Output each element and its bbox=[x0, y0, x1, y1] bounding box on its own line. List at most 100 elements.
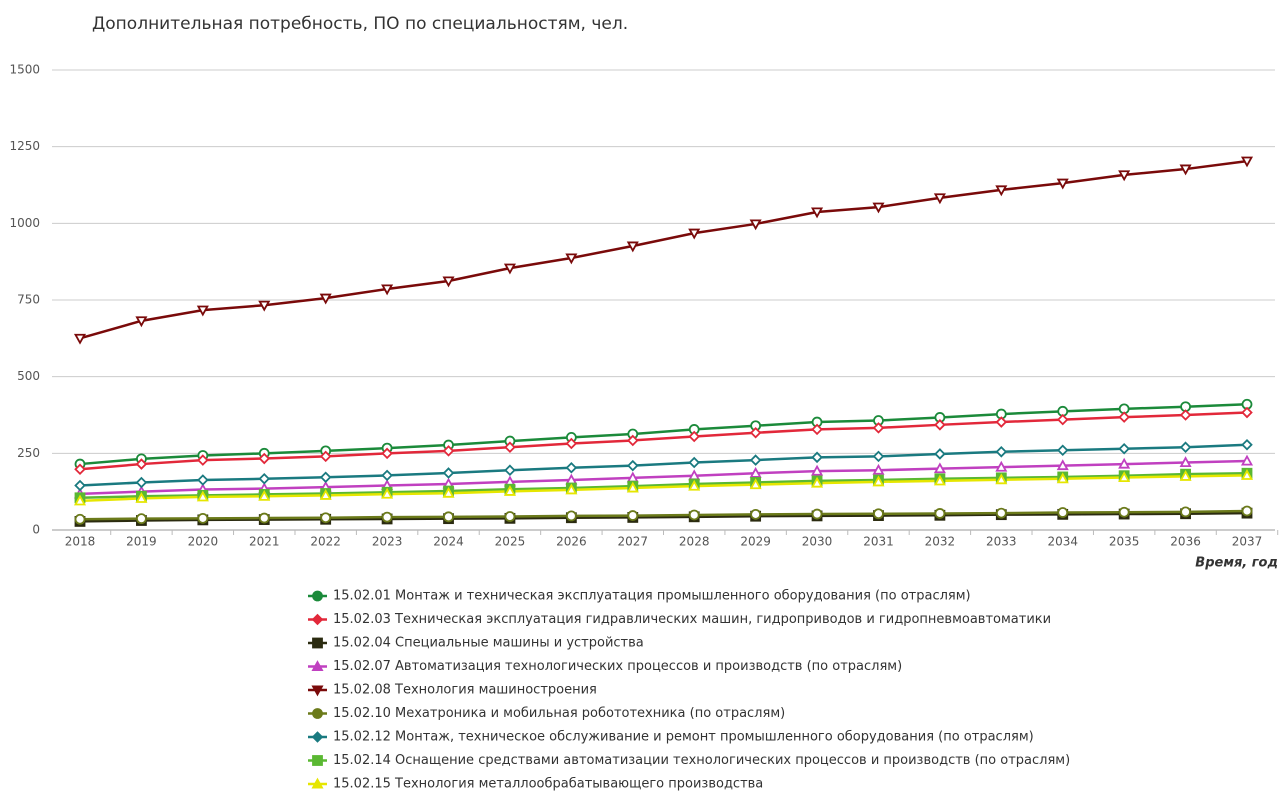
data-point bbox=[381, 511, 393, 523]
legend-marker bbox=[311, 660, 324, 671]
x-tick-label: 2032 bbox=[925, 535, 956, 549]
data-point bbox=[1179, 469, 1192, 481]
data-point bbox=[811, 423, 823, 436]
x-tick-label: 2023 bbox=[372, 535, 403, 549]
chart-title: Дополнительная потребность, ПО по специа… bbox=[92, 14, 628, 34]
data-point bbox=[1240, 454, 1254, 466]
data-point bbox=[750, 508, 762, 520]
data-point bbox=[196, 305, 209, 317]
data-point bbox=[1056, 178, 1069, 190]
data-point bbox=[1179, 441, 1192, 453]
data-point bbox=[995, 416, 1008, 428]
data-point bbox=[749, 219, 762, 231]
data-point bbox=[688, 469, 701, 481]
legend-label: 15.02.14 Оснащение средствами автоматиза… bbox=[333, 753, 1070, 768]
data-point bbox=[995, 473, 1008, 485]
data-point bbox=[135, 476, 148, 489]
x-tick-label: 2018 bbox=[65, 535, 96, 549]
data-point bbox=[1118, 471, 1131, 483]
data-point bbox=[934, 419, 946, 431]
data-point bbox=[319, 471, 332, 484]
series-line bbox=[79, 474, 1248, 503]
data-point bbox=[135, 316, 148, 328]
data-point bbox=[73, 494, 87, 506]
x-tick-label: 2033 bbox=[986, 535, 1017, 549]
legend-marker bbox=[311, 777, 324, 789]
data-point bbox=[135, 492, 148, 503]
series-line bbox=[79, 459, 1248, 496]
data-point bbox=[319, 450, 332, 463]
data-point bbox=[504, 464, 516, 476]
data-point bbox=[811, 451, 823, 464]
legend-label: 15.02.07 Автоматизация технологических п… bbox=[333, 659, 902, 674]
x-tick-label: 2034 bbox=[1047, 535, 1078, 549]
data-point bbox=[627, 434, 639, 447]
data-point bbox=[934, 508, 946, 519]
data-point bbox=[565, 437, 578, 450]
data-point bbox=[258, 512, 270, 524]
data-point bbox=[1118, 170, 1131, 182]
x-tick-label: 2024 bbox=[433, 535, 464, 549]
data-point bbox=[995, 460, 1008, 472]
data-point bbox=[1056, 472, 1069, 484]
data-point bbox=[565, 473, 578, 485]
legend-marker bbox=[311, 613, 324, 626]
legend-marker bbox=[311, 731, 324, 743]
data-point bbox=[995, 446, 1008, 458]
x-tick-label: 2035 bbox=[1109, 535, 1140, 549]
data-point bbox=[197, 474, 209, 486]
data-point bbox=[565, 461, 578, 474]
data-point bbox=[197, 512, 209, 524]
legend-label: 15.02.01 Монтаж и техническая эксплуатац… bbox=[333, 589, 971, 604]
x-tick-label: 2021 bbox=[249, 535, 280, 549]
data-point bbox=[74, 479, 86, 492]
series-line bbox=[79, 509, 1248, 521]
data-point bbox=[811, 464, 824, 476]
data-point bbox=[1241, 438, 1253, 451]
data-point bbox=[381, 284, 394, 296]
y-tick-label: 250 bbox=[17, 446, 40, 460]
legend-label: 15.02.12 Монтаж, техническое обслуживани… bbox=[333, 730, 1034, 745]
data-point bbox=[504, 441, 516, 453]
x-tick-label: 2030 bbox=[802, 535, 833, 549]
series-line bbox=[79, 411, 1248, 471]
data-point bbox=[1180, 506, 1191, 518]
data-point bbox=[443, 511, 454, 523]
data-point bbox=[873, 508, 884, 520]
data-point bbox=[319, 488, 332, 500]
data-point bbox=[1240, 156, 1254, 168]
data-point bbox=[749, 454, 762, 466]
data-point bbox=[503, 485, 516, 496]
legend-marker bbox=[312, 755, 323, 766]
data-point bbox=[688, 430, 700, 443]
data-point bbox=[749, 466, 762, 478]
x-tick-label: 2027 bbox=[618, 535, 649, 549]
legend-marker bbox=[312, 637, 323, 649]
x-tick-label: 2022 bbox=[310, 535, 341, 549]
y-tick-label: 1500 bbox=[9, 63, 40, 77]
data-point bbox=[73, 333, 87, 345]
data-point bbox=[811, 476, 824, 488]
data-point bbox=[1240, 469, 1254, 480]
legend-label: 15.02.08 Технология машиностроения bbox=[333, 683, 597, 698]
legend-marker bbox=[311, 685, 324, 697]
y-tick-label: 1250 bbox=[9, 139, 40, 153]
data-point bbox=[74, 463, 86, 476]
x-tick-label: 2019 bbox=[126, 535, 157, 549]
data-point bbox=[933, 462, 946, 474]
data-point bbox=[381, 447, 393, 460]
data-point bbox=[442, 486, 455, 498]
data-point bbox=[196, 490, 209, 502]
data-point bbox=[934, 448, 946, 460]
data-point bbox=[933, 474, 946, 486]
data-point bbox=[627, 510, 639, 521]
data-point bbox=[565, 510, 577, 522]
data-point bbox=[1056, 459, 1069, 471]
data-point bbox=[626, 481, 639, 493]
data-point bbox=[1056, 413, 1069, 426]
data-point bbox=[320, 512, 332, 524]
x-tick-label: 2037 bbox=[1232, 535, 1263, 549]
x-tick-label: 2031 bbox=[863, 535, 894, 549]
data-point bbox=[136, 513, 147, 525]
